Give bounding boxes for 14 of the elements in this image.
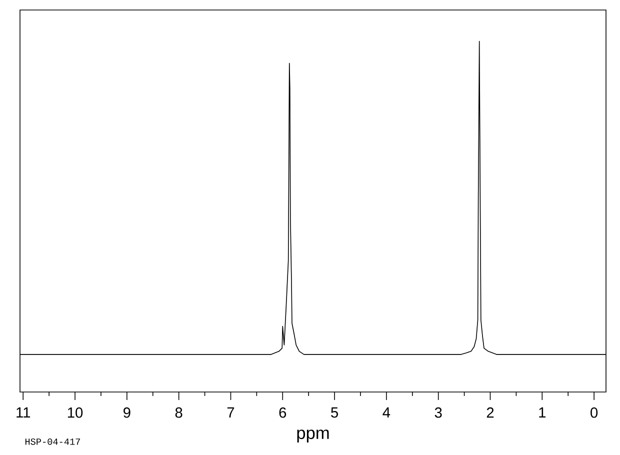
x-tick-label: 6 (279, 407, 286, 418)
x-tick-label: 7 (227, 407, 234, 418)
x-axis-title: ppm (297, 430, 329, 443)
x-tick-label: 9 (124, 407, 130, 418)
text: HSP-04-417 (25, 438, 80, 445)
x-tick-label: 5 (331, 407, 338, 418)
x-tick-label: 11 (16, 407, 30, 418)
x-tick-label: 2 (486, 407, 494, 418)
x-tick-label: 4 (382, 407, 390, 418)
x-tick-label: 1 (539, 407, 546, 418)
x-tick-label: 0 (590, 407, 598, 418)
x-tick-label: 3 (434, 407, 442, 418)
x-tick-label: 10 (68, 407, 83, 418)
x-tick-label: 8 (175, 407, 182, 418)
